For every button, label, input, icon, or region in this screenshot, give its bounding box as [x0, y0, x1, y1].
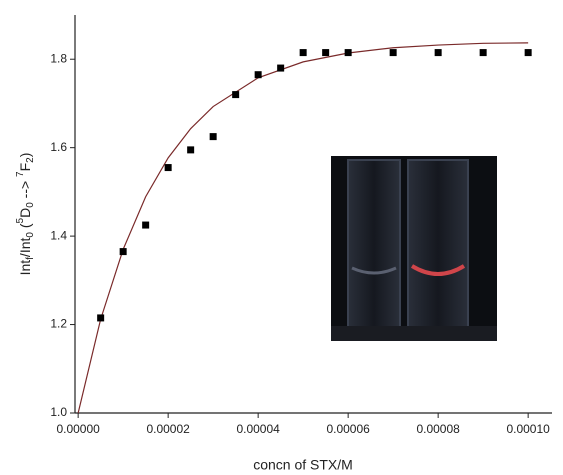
- data-point: [232, 91, 240, 99]
- data-point: [479, 49, 487, 57]
- data-point: [97, 314, 105, 322]
- y-label-part: 2: [25, 157, 36, 163]
- y-tick-label: 1.0: [50, 405, 67, 419]
- x-tick-label: 0.00008: [416, 422, 460, 436]
- data-point: [209, 133, 217, 141]
- x-tick-label: 0.00006: [326, 422, 370, 436]
- y-label-part: ): [17, 153, 33, 158]
- data-point: [299, 49, 307, 57]
- y-label-part: f: [25, 257, 36, 260]
- y-label-part: /Int: [17, 237, 33, 257]
- inset-photo: [331, 156, 497, 341]
- data-point: [254, 71, 262, 79]
- data-point: [524, 49, 532, 57]
- x-tick-label: 0.00002: [146, 422, 190, 436]
- x-tick-label: 0.00004: [236, 422, 280, 436]
- data-point: [164, 164, 172, 172]
- y-label-part: 7: [15, 171, 26, 177]
- y-label-part: -->: [17, 177, 33, 202]
- data-point: [277, 64, 285, 72]
- x-tick-label: 0.00010: [506, 422, 550, 436]
- data-point: [434, 49, 442, 57]
- y-tick-label: 1.2: [50, 317, 67, 331]
- y-label-part: 0: [25, 232, 36, 238]
- data-point: [389, 49, 397, 57]
- y-label-part: F: [17, 163, 33, 172]
- data-point: [344, 49, 352, 57]
- data-point: [119, 248, 127, 256]
- data-point: [142, 221, 150, 229]
- y-label-part: 0: [25, 202, 36, 208]
- y-tick-label: 1.8: [50, 51, 67, 65]
- x-axis-label: concn of STX/M: [253, 457, 353, 473]
- y-label-part: 5: [15, 217, 26, 223]
- y-label-part: (: [17, 223, 33, 232]
- y-tick-label: 1.6: [50, 140, 67, 154]
- x-tick-label: 0.00000: [56, 422, 100, 436]
- y-label-part: D: [17, 208, 33, 218]
- y-tick-label: 1.4: [50, 228, 67, 242]
- data-point: [187, 146, 195, 154]
- y-axis-label: Intf/Int0 (5D0 --> 7F2): [15, 153, 36, 276]
- data-point: [322, 49, 330, 57]
- y-label-part: Int: [17, 260, 33, 276]
